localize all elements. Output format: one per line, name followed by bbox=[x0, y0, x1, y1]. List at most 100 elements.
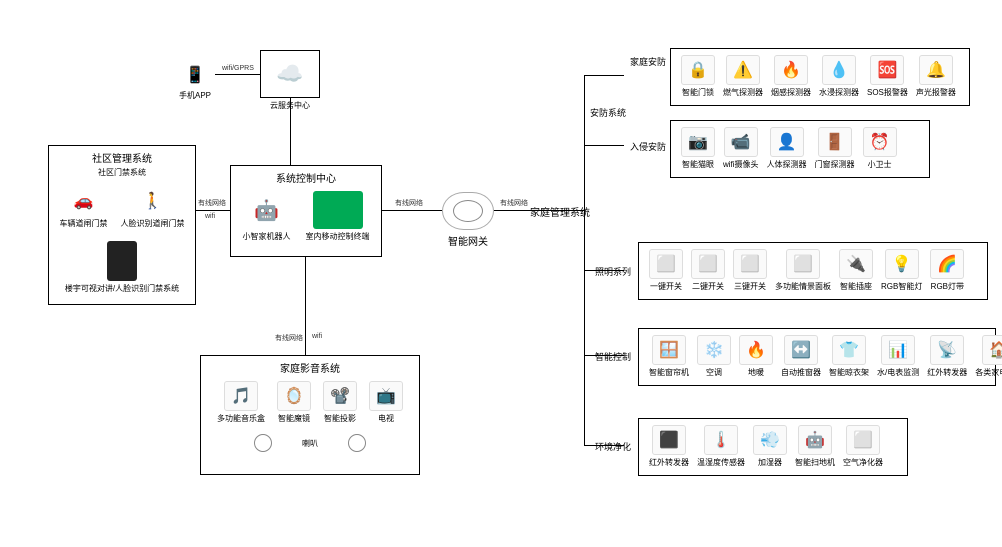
hanger-icon: 👕 bbox=[832, 335, 866, 365]
sw1-icon: ⬜ bbox=[649, 249, 683, 279]
link-ctrl-gw: 有线网络 bbox=[395, 198, 423, 208]
scene-icon: ⬜ bbox=[786, 249, 820, 279]
tv-icon: 📺 bbox=[369, 381, 403, 411]
g5-3: 🤖智能扫地机 bbox=[795, 425, 835, 468]
gateway: 智能网关 bbox=[442, 192, 494, 248]
link-gw-right: 有线网络 bbox=[500, 198, 528, 208]
g1-1: ⚠️燃气探测器 bbox=[723, 55, 763, 98]
camera-icon: 📹 bbox=[724, 127, 758, 157]
tablet-icon bbox=[313, 191, 363, 229]
water-icon: 💧 bbox=[822, 55, 856, 85]
g4-6: 📡红外转发器 bbox=[927, 335, 967, 378]
smoke-icon: 🔥 bbox=[774, 55, 808, 85]
link-wifi-gprs: wifi/GPRS bbox=[222, 65, 254, 72]
g5-2: 💨加湿器 bbox=[753, 425, 787, 468]
link-av-wired: 有线网络 bbox=[275, 333, 303, 343]
g4-0: 🪟智能窗帘机 bbox=[649, 335, 689, 378]
appliance-icon: 🏠 bbox=[982, 335, 1002, 365]
phone-icon: 📱 bbox=[178, 60, 212, 90]
speaker-icon-r bbox=[348, 434, 366, 452]
g4-1: ❄️空调 bbox=[697, 335, 731, 378]
humid-icon: 💨 bbox=[753, 425, 787, 455]
line-phone-cloud bbox=[215, 74, 260, 75]
g5-0: ⬛红外转发器 bbox=[649, 425, 689, 468]
alarm-icon: 🔔 bbox=[919, 55, 953, 85]
g2-3: 🚪门窗探测器 bbox=[815, 127, 855, 170]
panel: 室内移动控制终端 bbox=[306, 191, 370, 242]
g1-5: 🔔声光报警器 bbox=[916, 55, 956, 98]
sos-icon: 🆘 bbox=[870, 55, 904, 85]
g1-box: 🔒智能门锁 ⚠️燃气探测器 🔥烟感探测器 💧水浸探测器 🆘SOS报警器 🔔声光报… bbox=[670, 48, 970, 106]
g3-5: 💡RGB智能灯 bbox=[881, 249, 922, 292]
g3-title: 照明系列 bbox=[595, 265, 631, 278]
speaker-icon-l bbox=[254, 434, 272, 452]
av-title: 家庭影音系统 bbox=[205, 360, 415, 375]
cloud-icon: ☁️ bbox=[276, 61, 303, 87]
door-sensor-icon: 🚪 bbox=[818, 127, 852, 157]
heat-icon: 🔥 bbox=[739, 335, 773, 365]
spine-to-gw bbox=[574, 210, 584, 211]
musicbox-icon: 🎵 bbox=[224, 381, 258, 411]
av-item-1: 🪞智能魔镜 bbox=[277, 381, 311, 424]
control-title: 系统控制中心 bbox=[235, 170, 377, 185]
cloud-box: ☁️ bbox=[260, 50, 320, 98]
ir2-icon: ⬛ bbox=[652, 425, 686, 455]
g4-title: 智能控制 bbox=[595, 350, 631, 363]
gate-icon: 🚗 bbox=[67, 186, 101, 216]
g5-box: ⬛红外转发器 🌡️温湿度传感器 💨加湿器 🤖智能扫地机 ⬜空气净化器 bbox=[638, 418, 908, 476]
g4-4: 👕智能晾衣架 bbox=[829, 335, 869, 378]
stub-g1 bbox=[584, 75, 624, 76]
gateway-icon bbox=[442, 192, 494, 230]
bulb-icon: 💡 bbox=[885, 249, 919, 279]
g4-5: 📊水/电表监测 bbox=[877, 335, 919, 378]
intercom-icon bbox=[107, 241, 137, 281]
g1-3: 💧水浸探测器 bbox=[819, 55, 859, 98]
lock-icon: 🔒 bbox=[681, 55, 715, 85]
g4-box: 🪟智能窗帘机 ❄️空调 🔥地暖 ↔️自动推窗器 👕智能晾衣架 📊水/电表监测 📡… bbox=[638, 328, 996, 386]
link-comm-wifi: wifi bbox=[205, 213, 215, 220]
g5-1: 🌡️温湿度传感器 bbox=[697, 425, 745, 468]
g3-6: 🌈RGB灯带 bbox=[930, 249, 964, 292]
community-box: 社区管理系统 社区门禁系统 🚗 车辆道闸门禁 🚶 人脸识别道闸门禁 楼宇可视对讲… bbox=[48, 145, 196, 305]
projector-icon: 📽️ bbox=[323, 381, 357, 411]
robot: 🤖 小智家机器人 bbox=[243, 191, 291, 242]
gas-icon: ⚠️ bbox=[726, 55, 760, 85]
ir-icon: 📡 bbox=[930, 335, 964, 365]
link-comm-ctrl: 有线网络 bbox=[198, 198, 226, 208]
g3-1: ⬜二键开关 bbox=[691, 249, 725, 292]
g2-4: ⏰小卫士 bbox=[863, 127, 897, 170]
line-ctrl-av bbox=[305, 257, 306, 355]
g2-box: 📷智能猫眼 📹wifi摄像头 👤人体探测器 🚪门窗探测器 ⏰小卫士 bbox=[670, 120, 930, 178]
building-intercom: 楼宇可视对讲/人脸识别门禁系统 bbox=[62, 241, 182, 294]
mirror-icon: 🪞 bbox=[277, 381, 311, 411]
phone: 📱 手机APP bbox=[178, 60, 212, 101]
guard-icon: ⏰ bbox=[863, 127, 897, 157]
g3-2: ⬜三键开关 bbox=[733, 249, 767, 292]
community-sub: 社区门禁系统 bbox=[53, 167, 191, 178]
socket-icon: 🔌 bbox=[839, 249, 873, 279]
line-cloud-control bbox=[290, 98, 291, 165]
g4-7: 🏠各类家电设备 bbox=[975, 335, 1002, 378]
g1-title: 家庭安防 bbox=[630, 55, 666, 68]
g2-2: 👤人体探测器 bbox=[767, 127, 807, 170]
sw2-icon: ⬜ bbox=[691, 249, 725, 279]
window-icon: ↔️ bbox=[784, 335, 818, 365]
g3-3: ⬜多功能情景面板 bbox=[775, 249, 831, 292]
av-item-0: 🎵多功能音乐盒 bbox=[217, 381, 265, 424]
g2-0: 📷智能猫眼 bbox=[681, 127, 715, 170]
g3-box: ⬜一键开关 ⬜二键开关 ⬜三键开关 ⬜多功能情景面板 🔌智能插座 💡RGB智能灯… bbox=[638, 242, 988, 300]
purifier-icon: ⬜ bbox=[846, 425, 880, 455]
face-gate: 🚶 人脸识别道闸门禁 bbox=[121, 186, 185, 229]
security-group-label: 安防系统 bbox=[590, 106, 626, 119]
line-ctrl-gw bbox=[382, 210, 442, 211]
robot-icon: 🤖 bbox=[245, 191, 289, 229]
line-comm-ctrl bbox=[196, 210, 230, 211]
temp-icon: 🌡️ bbox=[704, 425, 738, 455]
av-item-2: 📽️智能投影 bbox=[323, 381, 357, 424]
sw3-icon: ⬜ bbox=[733, 249, 767, 279]
g1-2: 🔥烟感探测器 bbox=[771, 55, 811, 98]
g2-title: 入侵安防 bbox=[630, 140, 666, 153]
g4-2: 🔥地暖 bbox=[739, 335, 773, 378]
vehicle-gate: 🚗 车辆道闸门禁 bbox=[60, 186, 108, 229]
right-title: 家庭管理系统 bbox=[530, 204, 590, 219]
